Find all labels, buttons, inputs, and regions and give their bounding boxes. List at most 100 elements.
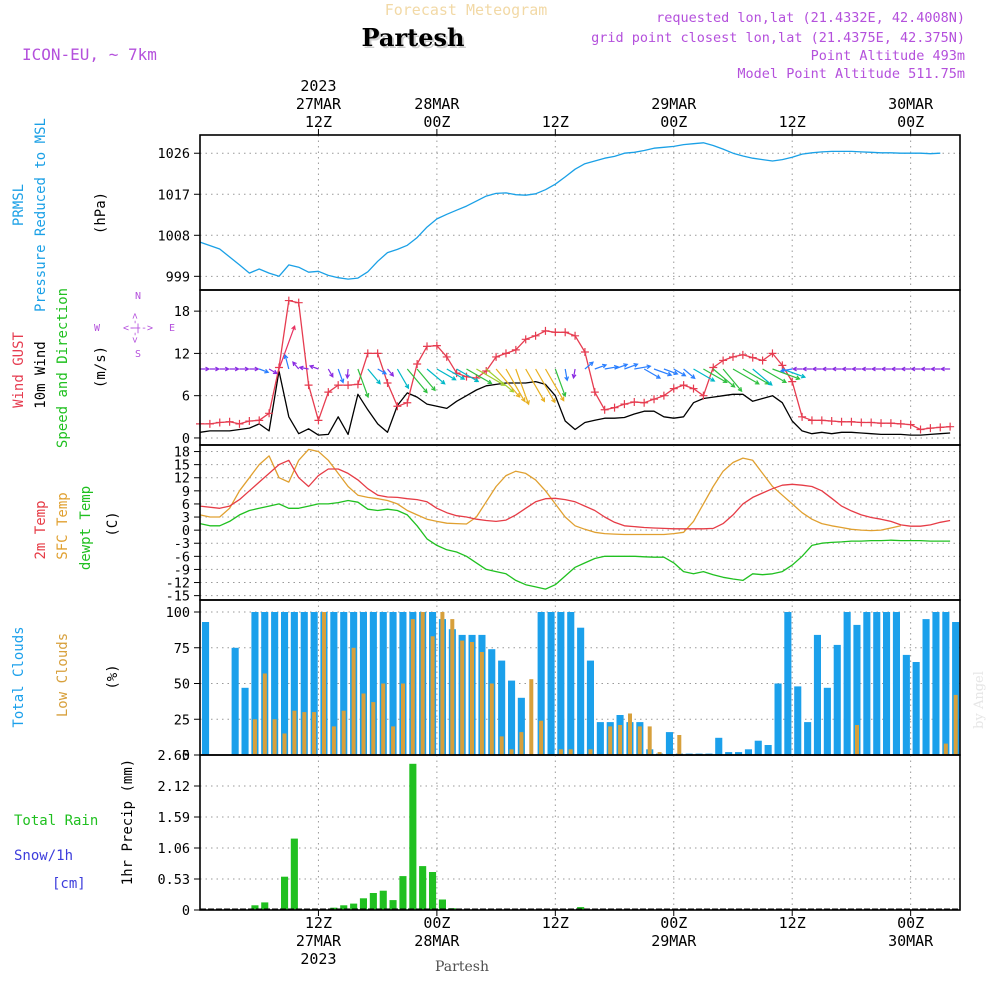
- wind-gust-marker: [255, 416, 264, 425]
- rain-bar: [389, 900, 397, 910]
- clouds-tick-label: 25: [174, 712, 190, 728]
- label-cm: [cm]: [52, 876, 86, 892]
- total-cloud-bar: [715, 737, 723, 755]
- label-pressure-msl: Pressure Reduced to MSL: [33, 118, 49, 312]
- total-cloud-bar: [290, 612, 298, 755]
- label-wind-gust: Wind GUST: [11, 332, 27, 408]
- compass-s: S: [135, 349, 141, 360]
- bottom-time-label: 2023: [300, 950, 336, 968]
- wind-gust-marker: [837, 417, 846, 426]
- compass-w: W: [94, 323, 101, 334]
- wind-gust-marker: [600, 405, 609, 414]
- wind-gust-marker: [373, 349, 382, 358]
- low-cloud-bar: [331, 726, 336, 755]
- wind-gust-marker: [205, 419, 214, 428]
- total-cloud-bar: [735, 752, 743, 755]
- temp-tick-label: 3: [182, 510, 190, 526]
- low-cloud-bar: [953, 694, 958, 755]
- wind-gust-marker: [719, 356, 728, 365]
- rain-bar: [419, 866, 427, 910]
- total-cloud-bar: [586, 660, 594, 755]
- top-time-label: 00Z: [423, 113, 450, 131]
- low-cloud-bar: [677, 735, 682, 755]
- sfc-temp-line: [199, 448, 901, 536]
- low-cloud-bar: [312, 712, 317, 755]
- wind-gust-marker: [511, 345, 520, 354]
- clouds-tick-label: 50: [174, 677, 190, 693]
- wind-direction-arrow: [663, 368, 679, 376]
- wind-gust-marker: [541, 326, 550, 335]
- footer-location: Partesh: [435, 959, 489, 975]
- wind-direction-arrow: [851, 366, 862, 372]
- label-percent: (%): [105, 664, 121, 689]
- precipitation-panel: 0 0.53 1.06 1.59 2.12 2.65: [157, 748, 961, 919]
- wind-gust-marker: [689, 384, 698, 393]
- wind-gust-marker: [492, 352, 501, 361]
- temp-tick-label: -9: [174, 562, 190, 578]
- pressure-tick-label: 999: [166, 269, 190, 285]
- low-cloud-bar: [371, 702, 376, 755]
- clouds-tick-label: 100: [166, 605, 190, 621]
- wind-gust-marker: [334, 381, 343, 390]
- model-altitude: Model Point Altitude 511.75m: [737, 66, 965, 82]
- pressure-line: [199, 142, 941, 280]
- precip-tick-label: 2.12: [157, 779, 190, 795]
- wind-tick-label: 18: [174, 304, 190, 320]
- low-cloud-bar: [420, 612, 425, 755]
- wind-direction-arrow: [278, 325, 296, 370]
- wind-direction-arrow: [292, 361, 300, 370]
- precip-tick-label: 0.53: [157, 872, 190, 888]
- label-sfc-temp: SFC Temp: [55, 492, 71, 559]
- label-total-clouds: Total Clouds: [11, 626, 27, 727]
- wind-gust-marker: [709, 363, 718, 372]
- wind-gust-marker: [728, 352, 737, 361]
- wind-direction-arrow: [564, 368, 570, 382]
- total-cloud-bar: [231, 647, 239, 756]
- total-cloud-bar: [754, 740, 762, 755]
- wind-direction-arrow: [209, 366, 221, 372]
- low-cloud-bar: [262, 673, 267, 755]
- total-cloud-bar: [764, 745, 772, 755]
- wind-direction-arrow: [268, 368, 278, 375]
- low-cloud-bar: [460, 640, 465, 755]
- total-cloud-bar: [744, 749, 752, 755]
- label-hpa: (hPa): [93, 192, 109, 234]
- wind-gust-marker: [383, 379, 392, 387]
- wind-direction-arrow: [426, 368, 446, 385]
- wind-direction-arrow: [703, 368, 728, 384]
- wind-gust-marker: [363, 349, 372, 358]
- wind-direction-arrow: [535, 368, 556, 404]
- low-cloud-bar: [855, 725, 859, 755]
- wind-direction-arrow: [762, 368, 787, 384]
- location-title-shadow: Partesh: [364, 25, 467, 54]
- label-10m-wind: 10m Wind: [33, 341, 49, 408]
- wind-direction-arrow: [772, 368, 801, 381]
- wind-gust-marker: [906, 420, 915, 429]
- rain-bar: [409, 763, 417, 910]
- total-cloud-bar: [853, 624, 861, 755]
- wind-gust-marker: [630, 398, 639, 407]
- wind-direction-arrow: [436, 368, 457, 381]
- wind-gust-marker: [807, 416, 816, 425]
- rain-bar: [261, 902, 269, 910]
- wind-direction-arrow: [396, 368, 410, 390]
- label-precip-mm: 1hr Precip (mm): [120, 759, 136, 885]
- total-cloud-bar: [833, 644, 841, 755]
- total-cloud-bar: [774, 683, 782, 755]
- wind-direction-arrow: [791, 366, 803, 372]
- label-speed-direction: Speed and Direction: [55, 288, 71, 448]
- low-cloud-bar: [470, 642, 474, 755]
- wind-tick-label: 12: [174, 346, 190, 362]
- wind-gust-marker: [442, 352, 451, 361]
- wind-direction-arrow: [870, 366, 881, 372]
- wind-gust-marker: [571, 331, 580, 340]
- wind-direction-arrow: [515, 368, 530, 406]
- low-cloud-bar: [252, 719, 257, 756]
- rain-bar: [399, 876, 407, 910]
- wind-gust-marker: [896, 419, 905, 428]
- total-cloud-bar: [281, 612, 289, 755]
- total-cloud-bar: [359, 612, 367, 755]
- bottom-time-label: 00Z: [660, 914, 687, 932]
- low-cloud-bar: [410, 619, 415, 755]
- clouds-panel: 0 25 50 75 100: [166, 599, 961, 764]
